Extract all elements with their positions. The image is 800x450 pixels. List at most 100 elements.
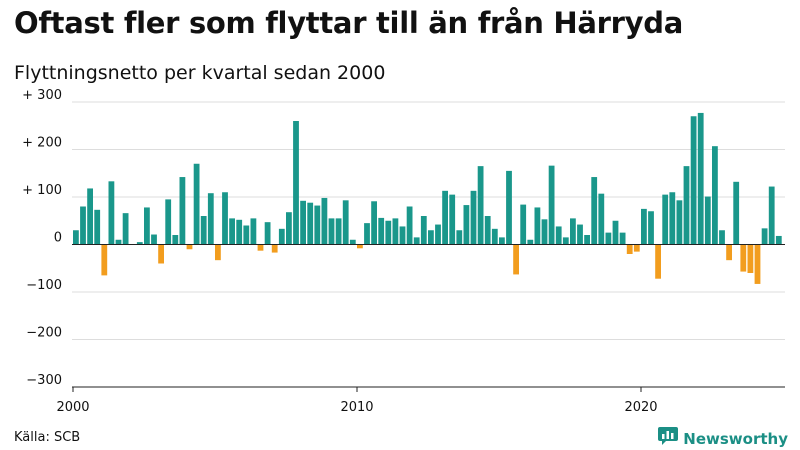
bar — [80, 206, 86, 245]
bar — [101, 244, 108, 276]
bar — [513, 244, 519, 275]
bar — [364, 223, 370, 245]
bar — [768, 186, 775, 245]
bar — [541, 219, 548, 245]
bar — [144, 207, 150, 245]
bar — [534, 207, 541, 245]
y-axis-ticks: + 300 + 200 + 100 0 −100 −200 −300 — [22, 88, 62, 388]
x-tick-label: 2020 — [624, 400, 657, 415]
bar — [108, 181, 115, 245]
newsworthy-logo-icon — [658, 427, 679, 450]
bar — [520, 204, 527, 245]
bar — [506, 170, 512, 245]
bar — [73, 230, 79, 245]
bar — [151, 234, 157, 245]
chart-subtitle: Flyttningsnetto per kvartal sedan 2000 — [14, 62, 386, 84]
x-tick-label: 2010 — [340, 400, 373, 415]
bar — [264, 222, 271, 245]
bar — [690, 116, 697, 245]
bar — [484, 216, 491, 245]
bar — [243, 225, 250, 245]
x-tick-label: 2000 — [56, 400, 89, 415]
bar — [712, 146, 718, 245]
bar — [570, 218, 576, 245]
bar — [740, 244, 747, 272]
y-tick-label: −200 — [26, 326, 62, 341]
y-tick-label: + 100 — [22, 183, 62, 198]
bar — [207, 193, 214, 245]
bar — [463, 205, 470, 245]
y-tick-label: 0 — [54, 231, 62, 246]
bar — [697, 112, 704, 245]
bar — [300, 200, 306, 245]
bar — [633, 244, 640, 252]
bar — [477, 166, 484, 245]
bar — [172, 235, 179, 245]
bar — [733, 181, 740, 245]
bar — [215, 244, 221, 261]
bar — [193, 163, 200, 245]
bar — [428, 230, 434, 245]
bar — [648, 211, 654, 245]
bar — [605, 232, 612, 245]
bar — [186, 244, 193, 250]
bar — [598, 193, 605, 245]
bar — [307, 202, 314, 245]
bar — [413, 237, 420, 245]
bar — [555, 226, 562, 245]
bar — [548, 165, 555, 245]
bar — [136, 242, 143, 245]
bar — [420, 216, 427, 245]
bar — [392, 218, 399, 245]
bar — [378, 217, 385, 245]
bar — [87, 188, 93, 245]
bar — [612, 220, 619, 245]
bar — [122, 213, 129, 245]
bar — [158, 244, 164, 264]
bar — [619, 232, 626, 245]
bar — [229, 218, 235, 245]
bar — [754, 244, 761, 284]
y-tick-label: −300 — [26, 373, 62, 388]
bar — [399, 226, 406, 245]
bar — [676, 200, 683, 245]
bar — [250, 218, 257, 245]
y-tick-label: + 300 — [22, 88, 62, 103]
bar — [491, 228, 498, 245]
bar — [456, 230, 463, 245]
bar — [726, 244, 732, 261]
bar — [385, 220, 392, 245]
bar — [222, 192, 228, 245]
bar — [655, 244, 661, 279]
bar — [591, 177, 598, 245]
bar — [775, 235, 782, 245]
bar — [335, 218, 342, 245]
brand-name: Newsworthy — [683, 429, 788, 448]
y-tick-label: + 200 — [22, 136, 62, 151]
bar — [349, 239, 356, 245]
bar — [165, 199, 172, 245]
bar — [626, 244, 633, 254]
bar — [179, 177, 186, 245]
bar — [470, 190, 477, 245]
bar — [406, 206, 413, 245]
bar — [704, 196, 711, 245]
bar — [293, 121, 299, 245]
bar — [94, 209, 101, 245]
bar — [357, 244, 363, 249]
zero-axis — [72, 244, 785, 388]
bar — [236, 219, 243, 245]
bar — [342, 200, 349, 245]
bar — [442, 190, 448, 245]
bar — [371, 201, 377, 245]
bar — [641, 208, 647, 245]
brand[interactable]: Newsworthy — [658, 427, 788, 450]
bar — [435, 224, 441, 245]
bar — [584, 235, 590, 245]
source-note: Källa: SCB — [14, 430, 81, 445]
y-tick-label: −100 — [26, 278, 62, 293]
bar — [527, 239, 534, 245]
bar — [278, 228, 285, 245]
bar — [200, 216, 207, 245]
